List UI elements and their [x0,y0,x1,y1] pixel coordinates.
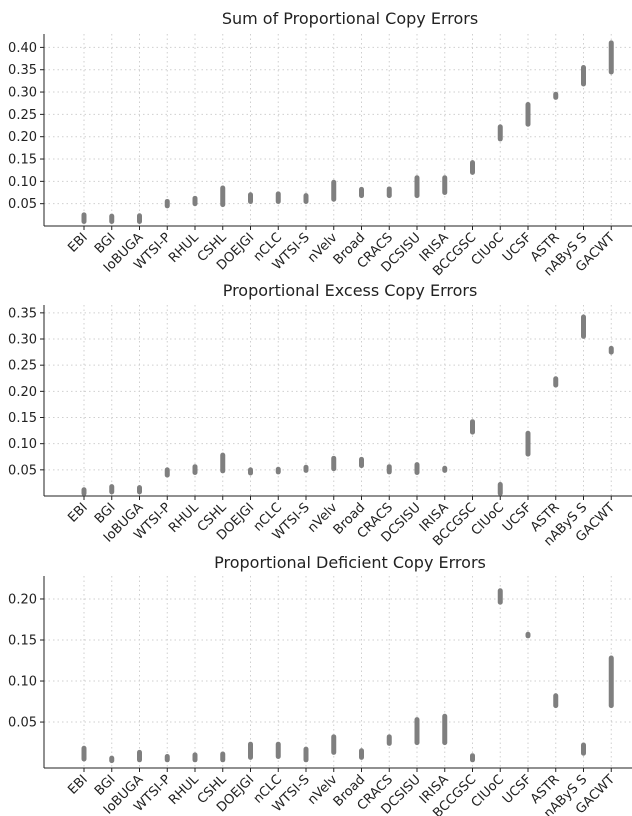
x-tick-label: UCSF [500,230,535,265]
chart-title: Sum of Proportional Copy Errors [222,9,478,28]
y-tick-label: 0.05 [8,463,37,478]
x-tick-label: UCSF [500,772,535,807]
y-tick-label: 0.10 [8,437,37,452]
y-tick-label: 0.15 [8,411,37,426]
x-tick-label: RHUL [166,772,202,808]
y-tick-label: 0.20 [8,130,37,145]
y-tick-label: 0.35 [8,306,37,321]
x-tick-label: EBI [65,772,90,797]
y-tick-label: 0.35 [8,63,37,78]
y-tick-label: 0.10 [8,175,37,190]
y-tick-label: 0.40 [8,41,37,56]
y-tick-label: 0.30 [8,86,37,101]
chart-title: Proportional Deficient Copy Errors [214,553,486,572]
y-tick-label: 0.25 [8,359,37,374]
panel-3: Proportional Deficient Copy Errors 0.05 0.… [8,553,632,816]
y-tick-label: 0.15 [8,153,37,168]
y-tick-label: 0.20 [8,592,37,607]
y-tick-label: 0.30 [8,333,37,348]
y-tick-label: 0.05 [8,716,37,731]
x-tick-label: RHUL [166,500,202,536]
y-tick-label: 0.15 [8,634,37,649]
y-tick-label: 0.05 [8,197,37,212]
panel-1: Sum of Proportional Copy Errors 0.05 0.10 0… [8,9,632,279]
x-tick-label: RHUL [166,230,202,266]
y-tick-label: 0.20 [8,385,37,400]
x-tick-label: EBI [65,230,90,255]
chart-title: Proportional Excess Copy Errors [223,281,478,300]
y-tick-label: 0.25 [8,108,37,123]
y-tick-label: 0.10 [8,675,37,690]
x-tick-label: UCSF [500,500,535,535]
x-tick-label: EBI [65,500,90,525]
panel-2: Proportional Excess Copy Errors 0.05 0.10 0… [8,281,632,549]
